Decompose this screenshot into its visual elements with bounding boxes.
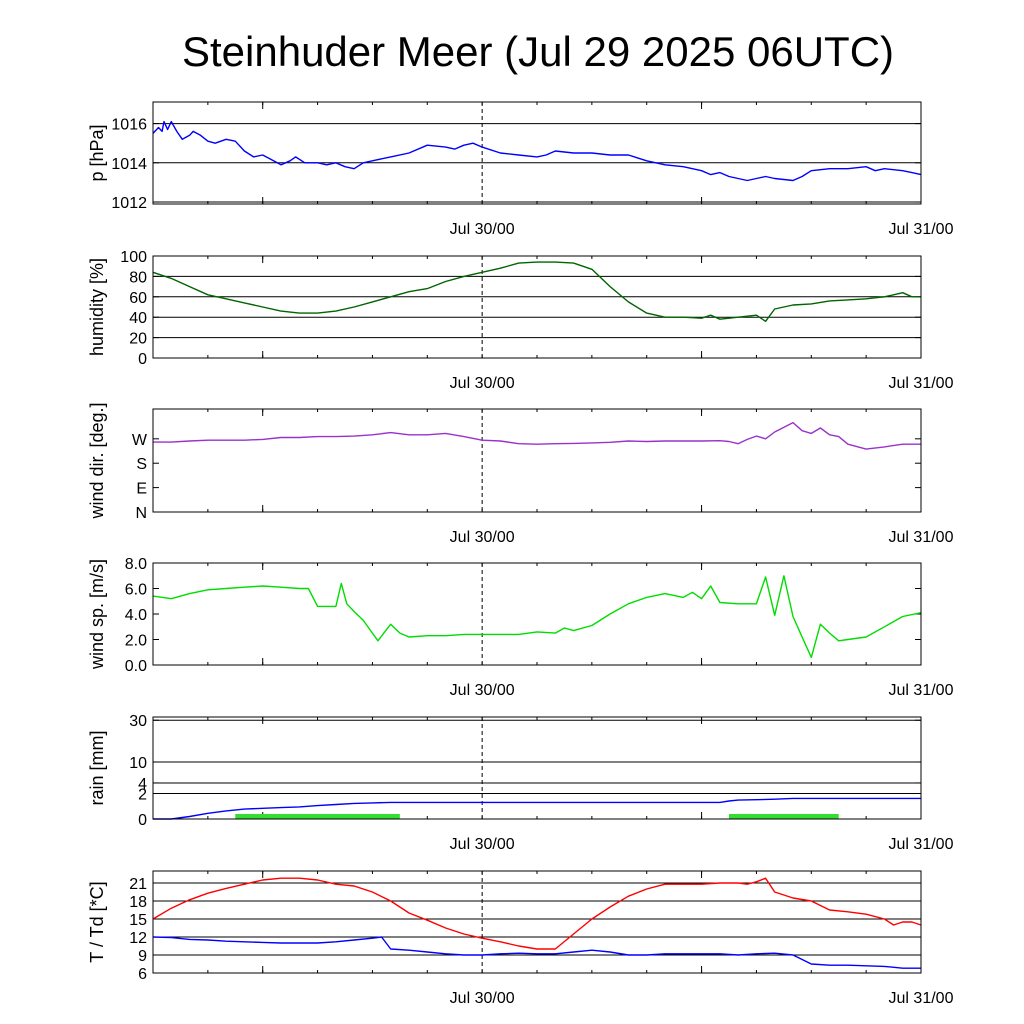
panel-wind_dir-ylabel: wind dir. [deg.] [87,402,107,519]
panel-rain-series-line [153,797,921,820]
panel-humidity-ytick-label: 80 [129,269,147,286]
panel-temperature-ytick-label: 15 [129,912,147,929]
panel-temperature-series-line-t [152,877,922,950]
panel-wind_speed-frame [152,562,922,666]
panel-wind_speed-ytick-label: 8.0 [125,556,147,573]
panel-temperature-xtick-label: Jul 30/00 [450,990,515,1007]
panel-wind_dir-xtick-label: Jul 31/00 [889,529,954,546]
panel-rain-xtick-label: Jul 31/00 [889,836,954,853]
panel-temperature-ylabel: T / Td [*C] [87,881,107,962]
panel-humidity-ytick-label: 60 [129,290,147,307]
panel-wind_speed-series-line [152,575,922,659]
panel-humidity-xtick-label: Jul 31/00 [889,375,954,392]
panel-humidity-ylabel: humidity [%] [87,258,107,356]
panel-temperature-series-line-td [152,936,921,969]
panel-humidity-ytick-label: 0 [138,351,147,368]
panel-pressure-ytick-label: 1014 [111,156,147,173]
panel-wind_speed-ytick-label: 6.0 [125,582,147,599]
panel-wind_dir-series-line [153,421,921,450]
panel-wind_speed-ytick-label: 0.0 [125,658,147,675]
panel-wind_speed-ytick-label: 2.0 [125,633,147,650]
panel-pressure-xtick-label: Jul 30/00 [450,221,515,238]
panel-wind_dir-ytick-label: W [132,432,148,449]
panel-rain-ytick-label: 4 [138,776,147,793]
chart-title: Steinhuder Meer (Jul 29 2025 06UTC) [182,28,894,75]
panel-pressure-series-line [152,120,922,182]
panel-rain-ylabel: rain [mm] [87,730,107,805]
panel-temperature-ytick-label: 18 [129,894,147,911]
panel-rain-ytick-label: 0 [138,812,147,829]
panel-temperature-ytick-label: 6 [138,966,147,983]
panel-wind_speed-xtick-label: Jul 30/00 [450,682,515,699]
panel-wind_speed-xtick-label: Jul 31/00 [889,682,954,699]
panel-wind_dir-xtick-label: Jul 30/00 [450,529,515,546]
panel-humidity-frame [152,255,922,359]
panel-temperature-ytick-label: 12 [129,930,147,947]
panel-pressure-ytick-label: 1012 [111,195,147,212]
panel-humidity-xtick-label: Jul 30/00 [450,375,515,392]
panel-temperature-ytick-label: 9 [138,948,147,965]
panel-temperature-frame [152,870,922,974]
panel-wind_dir-ytick-label: E [136,481,147,498]
panel-rain-rain-bar [729,813,839,819]
panel-wind_dir-ytick-label: S [136,456,147,473]
panel-humidity-ytick-label: 40 [129,310,147,327]
panel-rain-ytick-label: 10 [129,755,147,772]
panel-wind_speed-ytick-label: 4.0 [125,607,147,624]
panel-rain-ytick-label: 30 [129,713,147,730]
panel-pressure-frame [152,101,922,205]
panel-pressure-ytick-label: 1016 [111,117,147,134]
panel-humidity-ytick-label: 20 [129,331,147,348]
panel-pressure-ylabel: p [hPa] [87,124,107,181]
panel-humidity-ytick-label: 100 [120,249,147,266]
panel-rain-rain-bar [235,813,400,819]
panel-wind_dir-ytick-label: N [135,505,147,522]
panel-rain-frame [152,716,922,820]
panel-rain-xtick-label: Jul 30/00 [450,836,515,853]
panel-rain-ytick-label: 2 [138,787,147,804]
panel-pressure-xtick-label: Jul 31/00 [889,221,954,238]
panel-temperature-xtick-label: Jul 31/00 [889,990,954,1007]
panel-humidity-series-line [152,261,921,322]
panel-wind_speed-ylabel: wind sp. [m/s] [87,559,107,670]
panel-wind_dir-frame [152,408,922,513]
panel-temperature-ytick-label: 21 [129,876,147,893]
